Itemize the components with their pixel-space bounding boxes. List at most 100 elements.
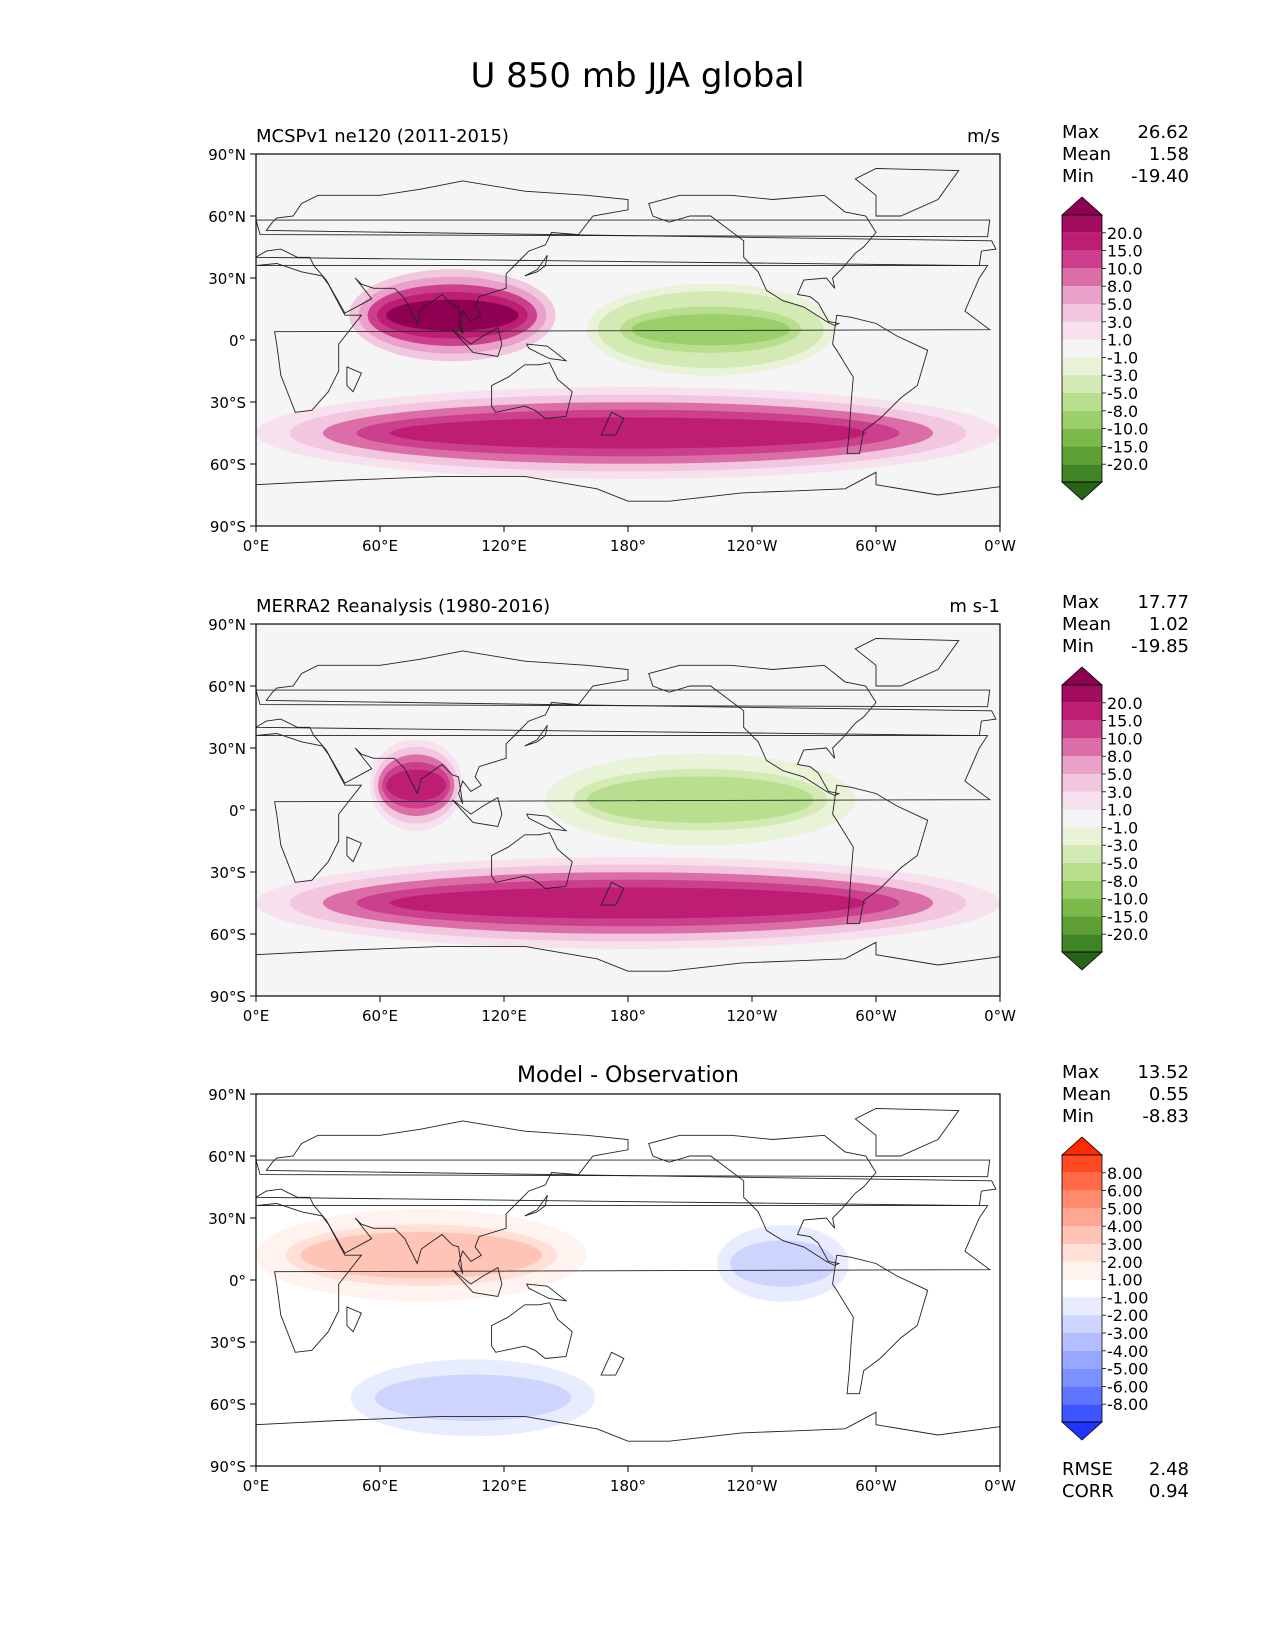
test-colorbar-label-3: 8.0: [1107, 277, 1132, 296]
difference-colorbar-label-2: 5.00: [1107, 1199, 1143, 1218]
test-xtick-label-2: 120°E: [481, 537, 527, 555]
reference-colorbar-label-12: -15.0: [1107, 907, 1148, 926]
test-ytick-label-4: 30°S: [210, 394, 246, 412]
panel-reference: MERRA2 Reanalysis (1980-2016) m s-1 90°N…: [208, 596, 1016, 1025]
footer-stats-difference: RMSE 2.48 CORR 0.94: [1062, 1459, 1189, 1502]
test-southern-jet-band-4: [389, 417, 867, 449]
reference-coastline-3: [832, 784, 929, 925]
test-coastline-11: [256, 219, 991, 238]
panel-units-reference: m s-1: [949, 596, 1000, 617]
difference-colorbar-band-10: [1062, 1315, 1102, 1333]
side-panel-reference: Max 17.77 Mean 1.02 Min -19.85 20.015.010.08.…: [1060, 592, 1189, 971]
lat-axis-reference: 90°N 60°N 30°N 0° 30°S 60°S 90°S: [208, 616, 256, 1006]
reference-colorbar-band-4: [1062, 738, 1102, 757]
test-colorbar-band-12: [1062, 410, 1102, 429]
reference-colorbar-band-12: [1062, 880, 1102, 899]
panel-left-title-reference: MERRA2 Reanalysis (1980-2016): [256, 596, 550, 617]
panel-test: MCSPv1 ne120 (2011-2015) m/s 90°N 60°N 30°…: [208, 126, 1016, 555]
test-stat-label-max: Max: [1062, 122, 1100, 143]
test-colorbar-label-11: -10.0: [1107, 420, 1148, 439]
difference-colorbar-band-9: [1062, 1297, 1102, 1316]
difference-xtick-label-2: 120°E: [481, 1477, 527, 1495]
coastlines-reference: [256, 638, 1000, 996]
test-colorbar-band-15: [1062, 464, 1102, 482]
test-colorbar-band-3: [1062, 250, 1102, 269]
panel-left-title-test: MCSPv1 ne120 (2011-2015): [256, 126, 509, 147]
field-reference: [256, 624, 1000, 996]
difference-colorbar-label-13: -8.00: [1107, 1395, 1148, 1414]
reference-ytick-label-6: 90°S: [210, 988, 246, 1006]
test-coastline-10: [524, 255, 548, 277]
difference-colorbar-label-1: 6.00: [1107, 1182, 1143, 1201]
test-ytick-label-6: 90°S: [210, 518, 246, 536]
reference-colorbar-band-7: [1062, 791, 1102, 810]
reference-colorbar-label-5: 3.0: [1107, 783, 1132, 802]
reference-stat-value-max: 17.77: [1137, 592, 1189, 613]
difference-footer-value-rmse: 2.48: [1149, 1459, 1189, 1480]
reference-colorbar-label-10: -8.0: [1107, 872, 1138, 891]
reference-xtick-label-2: 120°E: [481, 1007, 527, 1025]
reference-colorbar-label-9: -5.0: [1107, 854, 1138, 873]
reference-coastline-4: [491, 832, 573, 889]
reference-colorbar-label-6: 1.0: [1107, 801, 1132, 820]
colorbar-reference: 20.015.010.08.05.03.01.0-1.0-3.0-5.0-8.0…: [1060, 666, 1148, 971]
difference-southern-negative-bias-band-4: [387, 1382, 559, 1414]
difference-coastline-3: [832, 1254, 929, 1395]
reference-coastline-1: [256, 650, 997, 804]
difference-colorbar-outline: [1061, 1154, 1103, 1423]
reference-colorbar-label-4: 5.0: [1107, 765, 1132, 784]
reference-colorbar-label-13: -20.0: [1107, 925, 1148, 944]
coastlines-difference: [256, 1108, 1000, 1466]
difference-colorbar-band-6: [1062, 1244, 1102, 1262]
test-stat-label-min: Min: [1062, 166, 1094, 187]
reference-coastline-10: [524, 725, 548, 747]
difference-colorbar-band-4: [1062, 1208, 1102, 1227]
difference-colorbar-band-3: [1062, 1190, 1102, 1209]
difference-ytick-label-3: 0°: [229, 1272, 246, 1290]
difference-coastline-5: [854, 1108, 960, 1157]
test-stat-value-max: 26.62: [1137, 122, 1189, 143]
test-colorbar-label-4: 5.0: [1107, 295, 1132, 314]
reference-colorbar-label-0: 20.0: [1107, 694, 1143, 713]
reference-coastline-12: [600, 881, 625, 906]
reference-stat-value-mean: 1.02: [1149, 614, 1189, 635]
difference-ytick-label-1: 60°N: [208, 1148, 246, 1166]
difference-coastline-2: [648, 1134, 877, 1267]
difference-xtick-label-4: 120°W: [727, 1477, 778, 1495]
reference-coastline-8: [525, 813, 568, 832]
test-colorbar-band-8: [1062, 339, 1102, 358]
difference-stat-label-max: Max: [1062, 1062, 1100, 1083]
stats-test: Max 26.62 Mean 1.58 Min -19.40: [1062, 122, 1189, 187]
reference-colorbar-label-11: -10.0: [1107, 890, 1148, 909]
panel-difference: Model - Observation 90°N 60°N 30°N 0° 30°S 60…: [208, 1063, 1016, 1495]
test-coastline-9: [346, 366, 362, 393]
test-coastline-5: [854, 168, 960, 217]
side-panel-difference: Max 13.52 Mean 0.55 Min -8.83 8.006.005.004.0…: [1060, 1062, 1189, 1502]
difference-colorbar-label-9: -3.00: [1107, 1324, 1148, 1343]
test-colorbar-label-6: 1.0: [1107, 331, 1132, 350]
test-coastline-0: [256, 263, 992, 413]
difference-coastline-9: [346, 1306, 362, 1333]
test-ytick-label-0: 90°N: [208, 146, 246, 164]
reference-colorbar-band-13: [1062, 898, 1102, 917]
difference-stat-value-mean: 0.55: [1149, 1084, 1189, 1105]
test-coastline-12: [600, 411, 625, 436]
reference-xtick-label-4: 120°W: [727, 1007, 778, 1025]
reference-ytick-label-4: 30°S: [210, 864, 246, 882]
reference-stat-label-mean: Mean: [1062, 614, 1111, 635]
reference-colorbar-extend-top: [1060, 666, 1104, 686]
difference-ytick-label-4: 30°S: [210, 1334, 246, 1352]
difference-coastline-7: [451, 1266, 503, 1298]
reference-xtick-label-5: 60°W: [855, 1007, 897, 1025]
test-ytick-label-2: 30°N: [208, 270, 246, 288]
colorbar-test: 20.015.010.08.05.03.01.0-1.0-3.0-5.0-8.0…: [1060, 196, 1148, 501]
reference-colorbar-band-8: [1062, 809, 1102, 828]
test-xtick-label-1: 60°E: [362, 537, 398, 555]
test-coastline-4: [491, 362, 573, 419]
difference-monsoon-bias-band-4: [315, 1239, 528, 1271]
difference-stat-value-max: 13.52: [1137, 1062, 1189, 1083]
test-xtick-label-5: 60°W: [855, 537, 897, 555]
lat-axis-test: 90°N 60°N 30°N 0° 30°S 60°S 90°S: [208, 146, 256, 536]
reference-ytick-label-3: 0°: [229, 802, 246, 820]
